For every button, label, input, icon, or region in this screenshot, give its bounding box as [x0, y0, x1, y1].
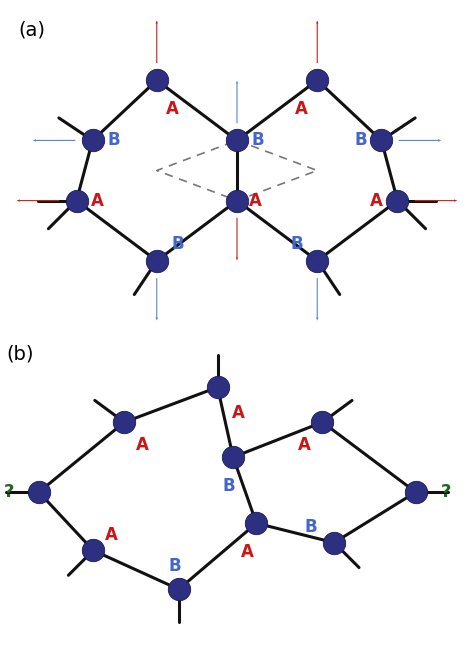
Point: [378, 135, 385, 146]
Point: [233, 195, 241, 206]
Point: [153, 256, 161, 266]
Text: B: B: [171, 235, 184, 253]
Point: [175, 584, 182, 594]
Point: [214, 382, 221, 393]
Text: A: A: [136, 436, 149, 454]
Text: B: B: [107, 132, 119, 150]
Point: [319, 417, 326, 428]
Point: [120, 417, 128, 428]
Point: [229, 452, 237, 462]
Text: A: A: [370, 191, 383, 210]
Point: [233, 135, 241, 146]
Text: B: B: [290, 235, 303, 253]
Text: A: A: [298, 436, 311, 454]
Text: B: B: [251, 132, 264, 150]
Point: [73, 195, 80, 206]
Text: A: A: [105, 526, 118, 544]
Text: B: B: [169, 557, 181, 575]
Text: B: B: [223, 477, 236, 495]
Point: [394, 195, 401, 206]
Text: B: B: [304, 518, 317, 536]
Point: [35, 487, 43, 497]
Text: A: A: [166, 100, 179, 118]
Text: ?: ?: [4, 483, 14, 501]
Text: A: A: [295, 100, 308, 118]
Text: (a): (a): [19, 20, 46, 39]
Text: ?: ?: [441, 483, 451, 501]
Point: [313, 256, 321, 266]
Point: [253, 518, 260, 529]
Text: A: A: [241, 543, 254, 561]
Point: [89, 135, 96, 146]
Point: [90, 545, 97, 555]
Point: [330, 538, 338, 548]
Text: B: B: [355, 132, 367, 150]
Text: (b): (b): [6, 344, 34, 363]
Point: [153, 75, 161, 85]
Text: A: A: [91, 191, 104, 210]
Text: A: A: [232, 404, 245, 422]
Point: [313, 75, 321, 85]
Text: A: A: [249, 191, 262, 210]
Point: [412, 487, 419, 497]
